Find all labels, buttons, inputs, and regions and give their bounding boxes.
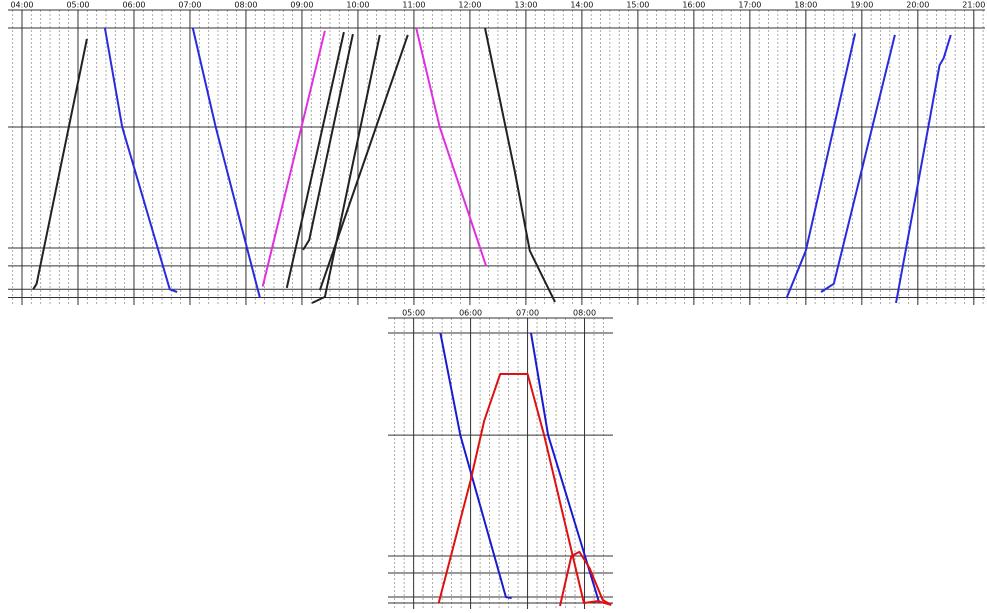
x-tick-label: 12:00 (458, 1, 481, 10)
x-tick-label: 06:00 (122, 1, 145, 10)
x-tick-label: 07:00 (516, 309, 539, 318)
x-tick-label: 21:00 (962, 1, 985, 10)
train-line (191, 27, 261, 298)
train-line (484, 27, 556, 303)
train-line (530, 332, 601, 604)
x-tick-label: 13:00 (514, 1, 537, 10)
train-line (285, 31, 345, 289)
x-tick-label: 17:00 (738, 1, 761, 10)
train-line (437, 373, 612, 606)
train-line (318, 34, 409, 291)
x-tick-label: 07:00 (178, 1, 201, 10)
x-tick-label: 16:00 (682, 1, 705, 10)
x-tick-label: 05:00 (66, 1, 89, 10)
x-tick-label: 06:00 (459, 309, 482, 318)
x-tick-label: 10:00 (346, 1, 369, 10)
x-tick-label: 11:00 (402, 1, 425, 10)
train-line (895, 34, 952, 304)
x-tick-label: 19:00 (850, 1, 873, 10)
x-tick-label: 18:00 (794, 1, 817, 10)
train-line (302, 33, 354, 251)
x-tick-label: 15:00 (626, 1, 649, 10)
x-tick-label: 05:00 (402, 309, 425, 318)
x-tick-label: 20:00 (906, 1, 929, 10)
train-line (785, 33, 857, 298)
train-line (311, 34, 381, 304)
x-tick-label: 09:00 (290, 1, 313, 10)
train-line (261, 30, 326, 287)
x-tick-label: 04:00 (10, 1, 33, 10)
x-tick-label: 08:00 (234, 1, 257, 10)
train-line (439, 332, 512, 600)
train-line (32, 38, 88, 290)
train-line (820, 34, 896, 293)
train-line (559, 550, 612, 607)
x-tick-label: 08:00 (573, 309, 596, 318)
train-line (103, 27, 178, 293)
train-line (415, 27, 488, 267)
x-tick-label: 14:00 (570, 1, 593, 10)
